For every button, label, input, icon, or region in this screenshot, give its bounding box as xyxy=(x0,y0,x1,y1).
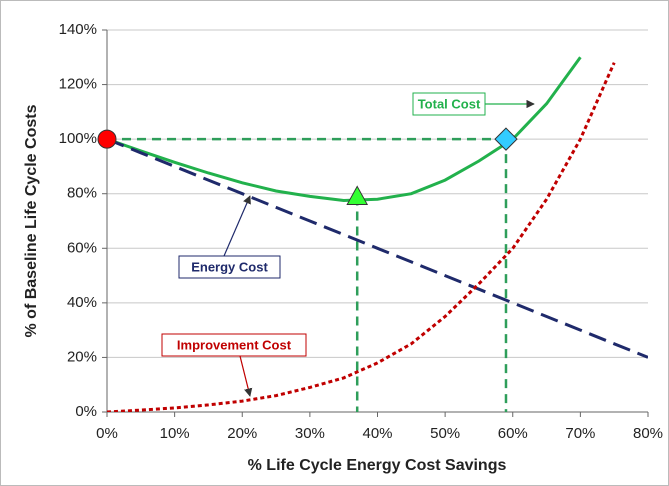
y-tick-label: 20% xyxy=(67,348,97,365)
y-tick-label: 40% xyxy=(67,294,97,311)
series-line xyxy=(107,137,648,359)
y-tick-label: 100% xyxy=(59,130,97,147)
series-label: Improvement Cost xyxy=(177,337,292,352)
series-label: Total Cost xyxy=(418,96,481,111)
x-tick-label: 80% xyxy=(633,425,663,442)
label-box xyxy=(161,333,307,357)
y-tick-label: 60% xyxy=(67,239,97,256)
series-line xyxy=(107,62,616,412)
y-tick-label: 80% xyxy=(67,185,97,202)
label-arrow xyxy=(239,355,253,397)
series-line xyxy=(107,56,582,203)
label-arrow xyxy=(223,195,251,257)
marker-circle xyxy=(97,129,117,149)
x-tick-label: 20% xyxy=(227,425,257,442)
x-tick-label: 40% xyxy=(362,425,392,442)
x-tick-label: 0% xyxy=(96,425,118,442)
x-axis-title: % Life Cycle Energy Cost Savings xyxy=(248,457,507,474)
marker-diamond xyxy=(494,127,518,151)
marker-triangle xyxy=(346,185,369,205)
x-tick-label: 30% xyxy=(295,425,325,442)
series-label: Energy Cost xyxy=(191,259,268,274)
x-tick-label: 50% xyxy=(430,425,460,442)
x-tick-label: 60% xyxy=(498,425,528,442)
x-tick-label: 10% xyxy=(160,425,190,442)
label-box xyxy=(178,255,281,279)
y-tick-label: 120% xyxy=(59,76,97,93)
x-tick-label: 70% xyxy=(565,425,595,442)
y-tick-label: 140% xyxy=(59,21,97,38)
y-tick-label: 0% xyxy=(75,403,97,420)
y-axis-title: % of Baseline Life Cycle Costs xyxy=(23,104,40,337)
